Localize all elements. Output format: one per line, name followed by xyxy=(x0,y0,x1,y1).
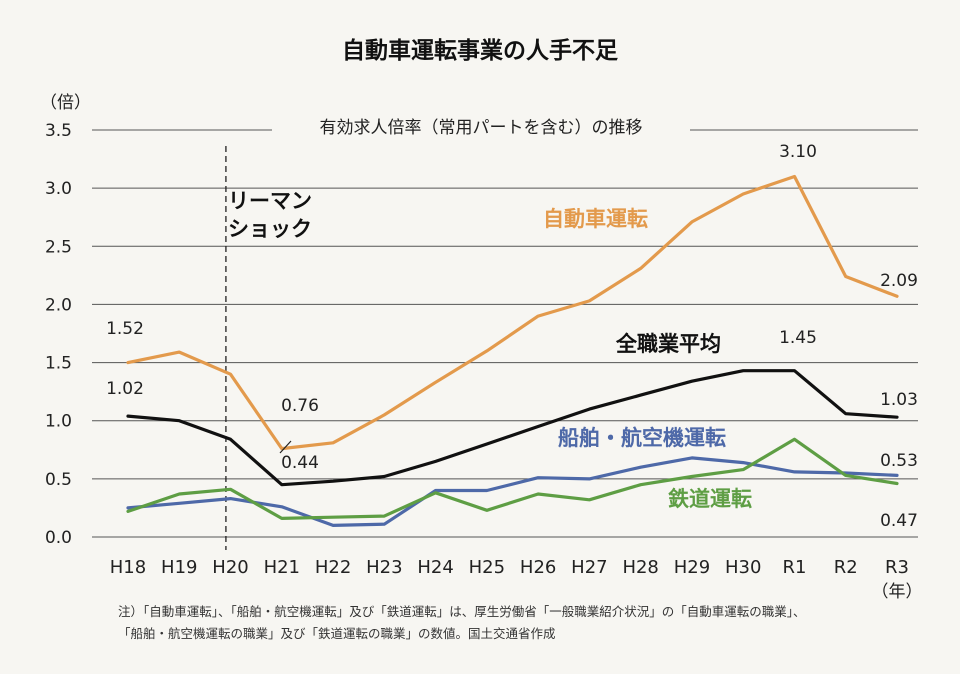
y-tick-label-5: 2.5 xyxy=(45,237,72,257)
chart-subtitle: 有効求人倍率（常用パートを含む）の推移 xyxy=(320,118,643,138)
x-tick-label-H30: H30 xyxy=(725,557,761,578)
x-tick-label-H28: H28 xyxy=(622,557,658,578)
leader-line-0-76 xyxy=(279,440,292,454)
subtitle-backdrop xyxy=(272,114,690,140)
x-tick-label-H20: H20 xyxy=(212,557,248,578)
data-label-0: 1.52 xyxy=(106,319,144,339)
y-tick-label-4: 2.0 xyxy=(45,295,72,315)
chart-title: 自動車運転事業の人手不足 xyxy=(342,37,618,64)
data-label-3: 0.44 xyxy=(281,453,319,473)
data-labels: 1.52 1.02 0.76 0.44 3.10 2.09 1.45 1.03 0.53 0.47 xyxy=(106,142,918,531)
x-tick-label-H23: H23 xyxy=(366,557,402,578)
y-unit-label: （倍） xyxy=(40,93,91,113)
series-label-0: 自動車運転 xyxy=(543,207,648,231)
y-tick-label-1: 0.5 xyxy=(45,470,72,490)
y-tick-label-7: 3.5 xyxy=(45,121,72,141)
series-line-2 xyxy=(126,456,899,528)
series-line-0 xyxy=(126,174,899,451)
x-unit-label: （年） xyxy=(872,582,923,602)
x-tick-label-H21: H21 xyxy=(264,557,300,578)
series-label-1: 全職業平均 xyxy=(615,332,721,356)
x-tick-label-H29: H29 xyxy=(674,557,710,578)
x-tick-label-H27: H27 xyxy=(571,557,607,578)
series-line-1 xyxy=(126,369,899,487)
y-tick-label-0: 0.0 xyxy=(45,528,72,548)
x-tick-label-H19: H19 xyxy=(161,557,197,578)
x-tick-label-H25: H25 xyxy=(469,557,505,578)
data-label-1: 1.02 xyxy=(106,379,144,399)
series-line-3 xyxy=(126,437,899,521)
data-label-2: 0.76 xyxy=(281,396,319,416)
data-label-6: 1.45 xyxy=(779,328,817,348)
note-line-2: 「船舶・航空機運転の職業」及び「鉄道運転の職業」の数値。国土交通省作成 xyxy=(118,626,556,641)
x-axis-ticks: H18 H19 H20 H21 H22 H23 H24 H25 H26 H27 H28 H29 H30 R… xyxy=(110,557,909,578)
y-tick-label-6: 3.0 xyxy=(45,179,72,199)
lehman-shock-label-2: ショック xyxy=(228,217,312,241)
data-label-8: 0.53 xyxy=(880,451,918,471)
data-label-5: 2.09 xyxy=(880,271,918,291)
data-label-9: 0.47 xyxy=(880,511,918,531)
y-tick-label-3: 1.5 xyxy=(45,354,72,374)
x-tick-label-H22: H22 xyxy=(315,557,351,578)
series-label-2: 船舶・航空機運転 xyxy=(558,426,726,450)
note-line-1: 注）「自動車運転」、「船舶・航空機運転」及び「鉄道運転」は、厚生労働省「一般職業… xyxy=(118,604,806,619)
y-tick-label-2: 1.0 xyxy=(45,412,72,432)
series-label-3: 鉄道運転 xyxy=(668,487,752,511)
lehman-shock-label-1: リーマン xyxy=(228,189,312,213)
x-tick-label-H26: H26 xyxy=(520,557,556,578)
x-tick-label-R3: R3 xyxy=(885,557,909,578)
data-label-4: 3.10 xyxy=(779,142,817,162)
x-tick-label-R2: R2 xyxy=(834,557,858,578)
x-tick-label-H18: H18 xyxy=(110,557,146,578)
x-tick-label-H24: H24 xyxy=(417,557,453,578)
x-tick-label-R1: R1 xyxy=(782,557,806,578)
y-axis-ticks: 0.0 0.5 1.0 1.5 2.0 2.5 3.0 3.5 xyxy=(45,121,72,548)
data-label-7: 1.03 xyxy=(880,390,918,410)
series-lines xyxy=(126,174,899,528)
gridlines xyxy=(92,129,918,538)
